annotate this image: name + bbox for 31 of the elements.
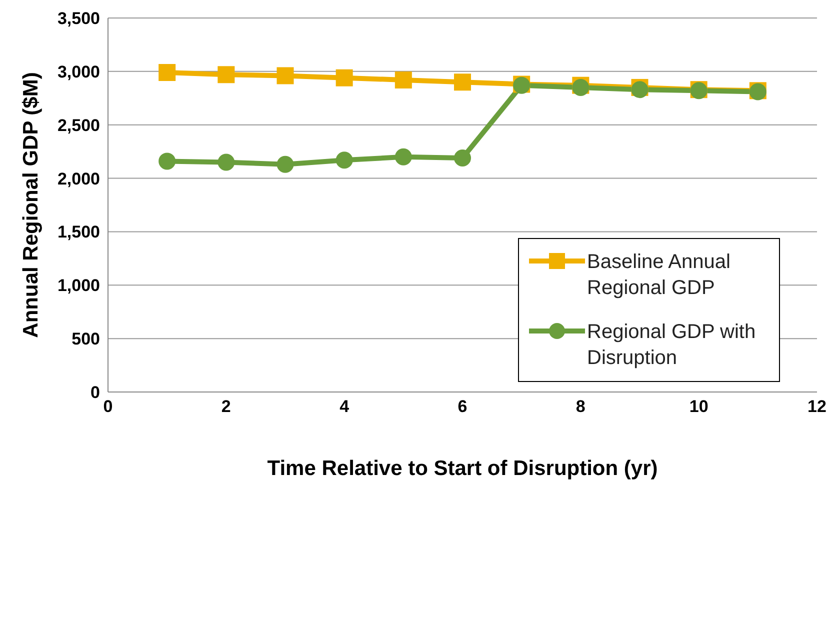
point: [454, 74, 471, 91]
point: [394, 148, 412, 166]
point: [336, 152, 353, 169]
x-tick-label: 12: [808, 397, 826, 416]
y-axis-title: Annual Regional GDP ($M): [19, 72, 42, 338]
point: [454, 149, 471, 166]
x-tick-label: 4: [340, 397, 350, 416]
point: [218, 66, 235, 84]
y-tick-label: 500: [72, 330, 100, 349]
x-tick-label: 8: [576, 397, 586, 416]
y-tick-label: 1,000: [57, 276, 100, 296]
y-tick-label: 0: [90, 383, 100, 402]
y-tick-label: 2,500: [57, 116, 100, 135]
y-tick-label: 3,000: [57, 62, 100, 82]
x-tick-label: 0: [103, 397, 113, 416]
y-tick-label: 1,500: [57, 222, 100, 242]
point: [276, 156, 294, 173]
point: [158, 64, 176, 81]
x-tick-label: 2: [221, 397, 231, 416]
point: [394, 71, 412, 88]
point: [336, 69, 353, 86]
x-tick-label: 6: [458, 397, 468, 416]
point: [158, 152, 176, 170]
legend-label: Regional GDP with Disruption: [587, 320, 757, 371]
x-tick-label: 10: [689, 397, 708, 416]
x-axis-title: Time Relative to Start of Disruption (yr): [267, 456, 658, 480]
legend-label: Baseline Annual Regional GDP: [587, 250, 732, 301]
y-tick-label: 2,000: [57, 169, 100, 188]
y-tick-label: 3,500: [57, 9, 100, 28]
point: [218, 154, 235, 171]
point: [276, 67, 294, 84]
